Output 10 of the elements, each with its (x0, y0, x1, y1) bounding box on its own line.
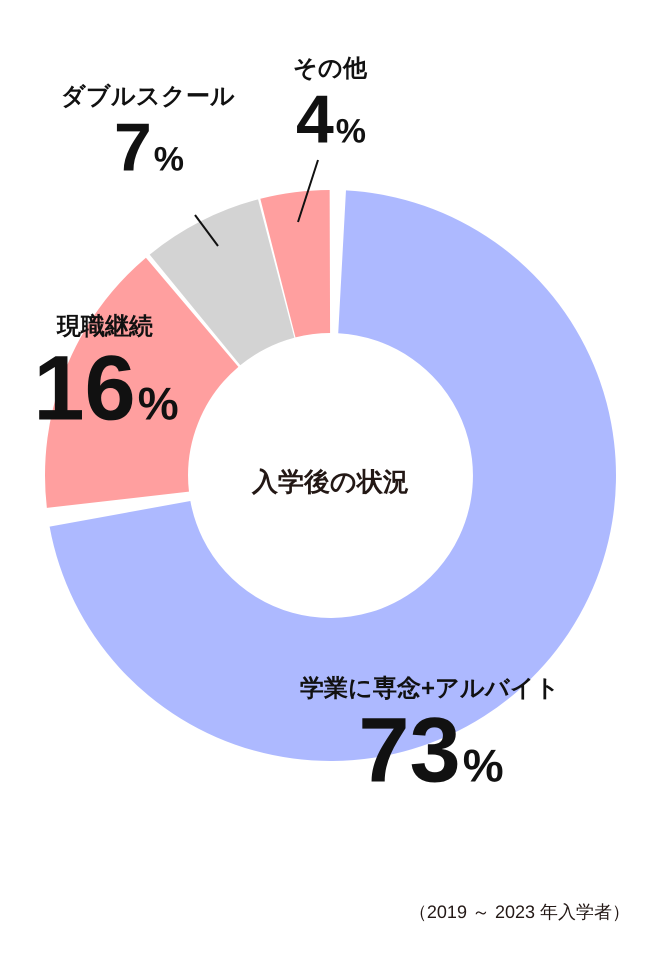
text: （2019 ～ 2023 年入学者） (408, 902, 630, 922)
text: 入学後の状況 (251, 466, 409, 497)
data-label: 16% (33, 338, 179, 440)
slice-label: ダブルスクール (61, 83, 235, 110)
data-label: 7% (114, 109, 184, 186)
slice-label: その他 (293, 55, 368, 82)
data-label: 4% (296, 81, 366, 158)
data-label: 73% (358, 700, 504, 802)
slice-label: 学業に専念+アルバイト (300, 675, 560, 702)
slice-label: 現職継続 (56, 313, 153, 340)
